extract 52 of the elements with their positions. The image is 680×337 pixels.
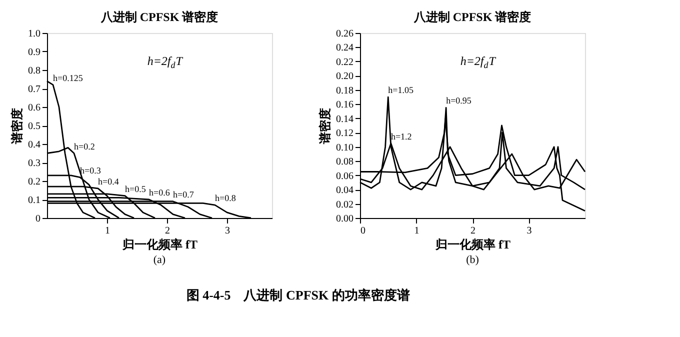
x-tick-label: 1: [414, 226, 420, 236]
y-tick-label: 0.06: [336, 170, 354, 182]
series-label: h=0.8: [215, 193, 236, 204]
y-tick-label: 0.04: [336, 185, 354, 196]
y-tick-label: 0.6: [28, 102, 40, 114]
y-tick-label: 0.4: [28, 140, 40, 150]
y-tick-label: 0.26: [336, 28, 354, 40]
y-tick-label: 0.00: [336, 214, 354, 224]
x-tick-label: 3: [526, 226, 532, 236]
y-axis-title: 谱密度: [10, 108, 24, 145]
y-tick-label: 0.18: [336, 85, 354, 96]
chart-title: 八进制 CPFSK 谱密度: [100, 10, 218, 24]
y-tick-label: 0.16: [336, 100, 354, 111]
x-tick-label: 2: [165, 226, 170, 236]
y-tick-label: 0.20: [336, 71, 354, 82]
x-tick-label: 2: [470, 226, 476, 236]
x-axis-title: 归一化频率 fT: [434, 238, 510, 252]
y-tick-label: 0.14: [336, 114, 354, 125]
y-tick-label: 0.7: [28, 84, 40, 95]
text: (b): [466, 254, 480, 266]
series-label: h=0.95: [446, 96, 472, 106]
series-label: h=1.2: [390, 131, 412, 142]
x-axis-title: 归一化频率 fT: [122, 238, 198, 252]
series-label: h=0.6: [149, 188, 170, 198]
chart-title: 八进制 CPFSK 谱密度: [412, 10, 532, 24]
series-label: h=0.125: [53, 72, 84, 83]
x-tick-label: 3: [225, 226, 230, 236]
y-tick-label: 1.0: [28, 28, 40, 40]
x-tick-label: 0: [360, 226, 366, 236]
y-tick-label: 0.10: [336, 142, 354, 154]
y-tick-label: 0.02: [336, 199, 354, 210]
series-label: h=0.5: [125, 184, 146, 194]
y-tick-label: 0.5: [28, 121, 40, 132]
series-label: h=1.05: [388, 85, 414, 96]
y-tick-label: 0: [36, 214, 40, 224]
y-tick-label: 0.9: [28, 47, 40, 58]
y-axis-title: 谱密度: [318, 108, 332, 145]
caption: 图 4-4-5 八进制 CPFSK 的功率密度谱: [186, 288, 410, 302]
y-tick-label: 0.22: [336, 56, 354, 68]
text: (a): [153, 254, 166, 266]
y-tick-label: 0.3: [28, 158, 40, 169]
y-tick-label: 0.12: [336, 128, 354, 140]
x-tick-label: 1: [105, 226, 110, 236]
series-label: h=0.7: [173, 189, 194, 200]
y-tick-label: 0.1: [28, 195, 40, 206]
series-label: h=0.2: [74, 141, 95, 152]
series-label: h=0.3: [80, 165, 102, 176]
y-tick-label: 0.2: [28, 176, 40, 188]
y-tick-label: 0.8: [28, 66, 40, 76]
y-tick-label: 0.24: [336, 42, 354, 54]
series-label: h=0.4: [98, 176, 120, 186]
y-tick-label: 0.08: [336, 156, 354, 168]
